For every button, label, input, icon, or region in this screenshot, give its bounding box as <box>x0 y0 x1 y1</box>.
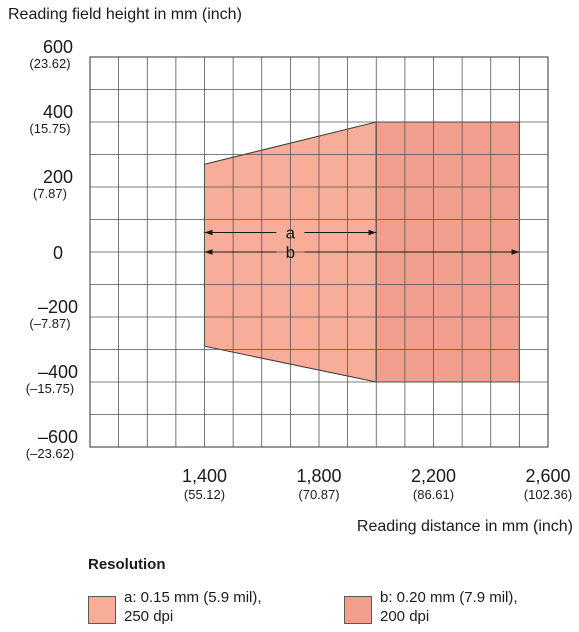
x-tick-sublabel: (70.87) <box>298 487 339 502</box>
y-tick-label: 200 <box>43 167 73 187</box>
legend-swatch-b <box>344 596 372 624</box>
y-tick-label: –600 <box>38 427 78 447</box>
x-tick-sublabel: (102.36) <box>524 487 572 502</box>
x-tick-label: 1,400 <box>182 466 227 486</box>
legend-item-a: a: 0.15 mm (5.9 mil), 250 dpi <box>88 588 262 626</box>
dimension-label-a: a <box>286 224 296 243</box>
x-axis-title: Reading distance in mm (inch) <box>356 518 573 535</box>
y-tick-label: –400 <box>38 362 78 382</box>
plot-area: ab 600(23.62) 400(15.75) 200(7.87) 0 –200(–7.… <box>26 37 572 502</box>
x-tick-sublabel: (55.12) <box>184 487 225 502</box>
x-tick-sublabel: (86.61) <box>413 487 454 502</box>
legend-label-a: a: 0.15 mm (5.9 mil), 250 dpi <box>124 589 262 625</box>
y-tick-sublabel: (–15.75) <box>26 381 74 396</box>
legend-label-b: b: 0.20 mm (7.9 mil), 200 dpi <box>380 589 518 625</box>
x-tick-label: 1,800 <box>296 466 341 486</box>
y-tick-label: 600 <box>43 37 73 57</box>
y-axis-title: Reading field height in mm (inch) <box>8 6 242 23</box>
y-tick-label: 400 <box>43 102 73 122</box>
dimension-label-b: b <box>286 243 295 262</box>
y-tick-sublabel: (23.62) <box>29 56 70 71</box>
y-tick-sublabel: (–23.62) <box>26 446 74 461</box>
legend-title: Resolution <box>88 556 166 573</box>
y-tick-sublabel: (–7.87) <box>29 316 70 331</box>
y-tick-label: –200 <box>38 297 78 317</box>
x-tick-label: 2,600 <box>525 466 570 486</box>
legend-swatch-a <box>88 596 116 624</box>
y-tick-sublabel: (7.87) <box>33 186 67 201</box>
y-tick-sublabel: (15.75) <box>29 121 70 136</box>
plot-border <box>89 56 549 448</box>
y-tick-label: 0 <box>53 243 63 263</box>
legend-item-b: b: 0.20 mm (7.9 mil), 200 dpi <box>344 588 518 626</box>
x-tick-label: 2,200 <box>411 466 456 486</box>
